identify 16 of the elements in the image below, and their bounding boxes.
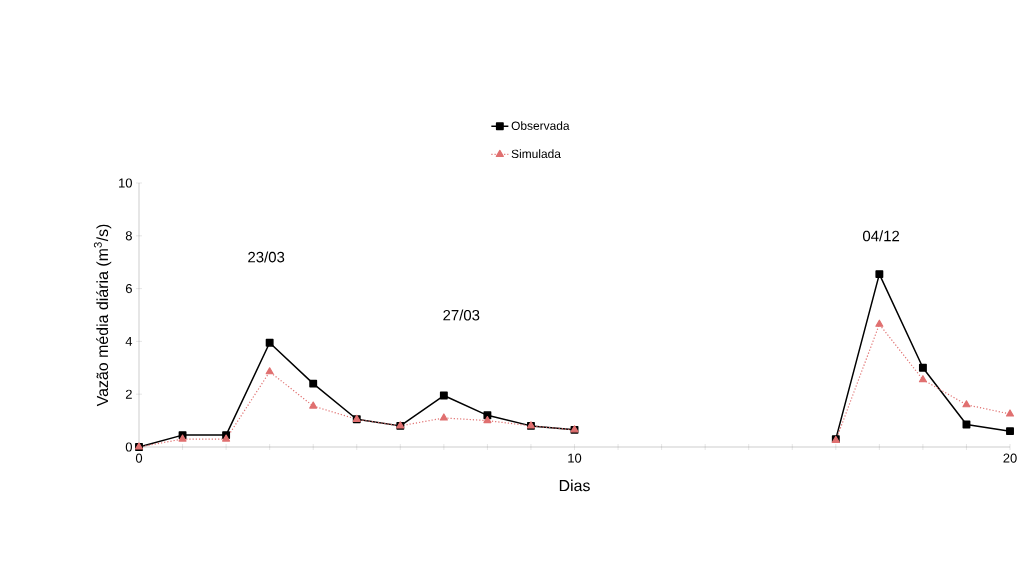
y-tick-label: 2 [125, 389, 132, 399]
x-tick-label: 0 [135, 453, 143, 463]
y-tick-label: 6 [125, 284, 132, 294]
annotation: 23/03 [248, 251, 285, 263]
y-tick-label: 0 [125, 442, 132, 452]
annotation: 04/12 [862, 230, 900, 242]
x-axis-title: Dias [559, 479, 590, 492]
y-tick-label: 4 [125, 336, 133, 346]
legend-label: Observada [511, 121, 570, 130]
legend-label: Simulada [511, 149, 561, 159]
y-tick-label: 8 [125, 231, 132, 241]
x-tick-label: 20 [1003, 453, 1017, 463]
x-tick-label: 10 [568, 453, 582, 463]
y-axis-title: Vazão média diária (m$^{3}$/s) [93, 224, 112, 407]
annotation: 27/03 [443, 309, 480, 321]
y-tick-label: 10 [119, 178, 132, 188]
